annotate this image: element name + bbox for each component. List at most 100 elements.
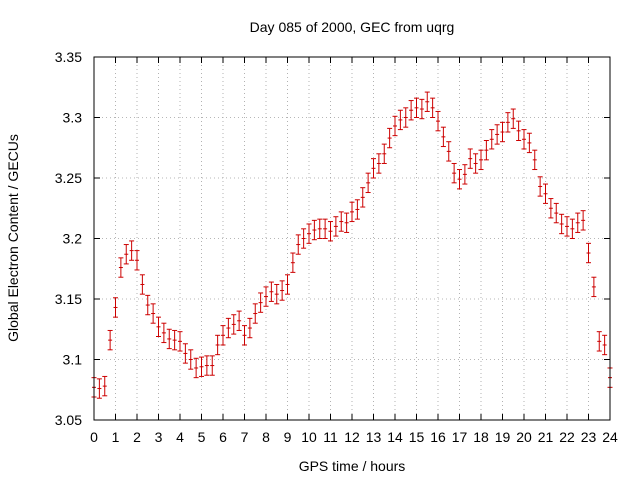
data-point <box>118 257 124 278</box>
data-point <box>596 331 602 352</box>
data-point <box>285 274 290 295</box>
data-point <box>199 356 204 377</box>
x-tick-label: 21 <box>538 429 554 445</box>
data-point <box>478 149 484 171</box>
x-tick-label: 10 <box>301 429 317 445</box>
data-point <box>349 201 355 223</box>
x-tick-label: 2 <box>133 429 141 445</box>
data-point <box>274 283 280 305</box>
data-point <box>263 286 269 307</box>
data-point <box>489 129 495 150</box>
data-point <box>193 357 199 379</box>
y-tick-label: 3.05 <box>55 412 82 428</box>
data-point <box>258 292 264 313</box>
x-tick-label: 18 <box>473 429 489 445</box>
data-point <box>387 127 393 149</box>
data-point <box>516 120 522 141</box>
x-tick-label: 15 <box>409 429 425 445</box>
data-point <box>161 322 167 344</box>
data-point <box>580 210 586 231</box>
x-tick-label: 22 <box>559 429 575 445</box>
x-tick-label: 23 <box>581 429 597 445</box>
data-point <box>225 317 231 339</box>
x-tick-label: 3 <box>155 429 163 445</box>
y-tick-label: 3.35 <box>55 49 82 65</box>
data-point <box>247 317 253 339</box>
data-point <box>569 218 575 239</box>
data-point <box>139 274 145 295</box>
data-point <box>548 198 554 219</box>
x-tick-label: 13 <box>366 429 382 445</box>
x-tick-label: 12 <box>344 429 360 445</box>
data-point <box>113 297 118 318</box>
data-point <box>397 109 403 131</box>
x-tick-label: 6 <box>219 429 227 445</box>
y-tick-label: 3.15 <box>55 291 82 307</box>
data-point <box>575 212 581 233</box>
data-point <box>295 234 301 255</box>
data-point <box>290 252 296 273</box>
data-point <box>505 112 511 133</box>
data-point <box>408 100 414 121</box>
data-point <box>156 316 161 338</box>
axis-ticks <box>93 56 611 421</box>
gec-series <box>91 91 613 399</box>
data-point <box>252 303 258 324</box>
data-point <box>521 129 527 150</box>
data-point <box>134 250 140 271</box>
x-tick-label: 9 <box>284 429 292 445</box>
y-tick-label: 3.2 <box>63 231 83 247</box>
data-point <box>365 172 371 194</box>
x-tick-label: 8 <box>262 429 270 445</box>
data-point <box>602 334 608 356</box>
data-point <box>166 328 172 350</box>
data-point <box>424 91 430 112</box>
data-point <box>403 107 409 128</box>
x-tick-label: 17 <box>452 429 468 445</box>
data-point <box>188 349 194 370</box>
y-tick-label: 3.3 <box>63 110 83 126</box>
data-point <box>451 162 457 184</box>
data-point <box>543 183 548 204</box>
data-point <box>129 240 135 261</box>
data-point <box>360 187 366 208</box>
y-tick-label: 3.1 <box>63 352 83 368</box>
data-point <box>462 164 468 185</box>
y-tick-label: 3.25 <box>55 170 82 186</box>
x-tick-label: 1 <box>112 429 120 445</box>
x-tick-labels: 0 1 2 3 4 5 6 7 8 9 10 11 12 13 14 15 16 17 18 19 20 21 22 23 24 <box>90 429 618 445</box>
x-tick-label: 5 <box>198 429 206 445</box>
data-point <box>215 334 221 356</box>
data-point <box>500 121 505 143</box>
data-point <box>446 141 452 162</box>
data-point <box>123 244 129 265</box>
data-point <box>553 202 559 224</box>
data-point <box>371 158 376 179</box>
data-point <box>150 303 156 324</box>
data-point <box>242 325 247 346</box>
data-point <box>268 281 274 302</box>
x-tick-label: 19 <box>495 429 511 445</box>
data-point <box>333 216 339 237</box>
data-point <box>231 314 237 335</box>
x-tick-label: 16 <box>430 429 446 445</box>
data-point <box>107 329 113 351</box>
data-point <box>586 242 591 264</box>
y-tick-labels: 3.05 3.1 3.15 3.2 3.25 3.3 3.35 <box>55 49 82 428</box>
grid-lines <box>94 57 610 420</box>
chart-title: Day 085 of 2000, GEC from uqrg <box>250 19 455 35</box>
x-tick-label: 11 <box>323 429 338 445</box>
data-point <box>419 98 425 120</box>
y-axis-label: Global Electron Content / GECUs <box>5 134 21 342</box>
data-point <box>376 153 382 174</box>
data-point <box>510 108 516 129</box>
data-point <box>209 355 215 376</box>
data-point <box>559 213 565 235</box>
x-tick-label: 0 <box>90 429 98 445</box>
data-point <box>564 216 570 237</box>
data-point <box>467 148 473 169</box>
data-point <box>317 218 323 239</box>
data-point <box>440 126 446 148</box>
data-point <box>483 139 489 161</box>
